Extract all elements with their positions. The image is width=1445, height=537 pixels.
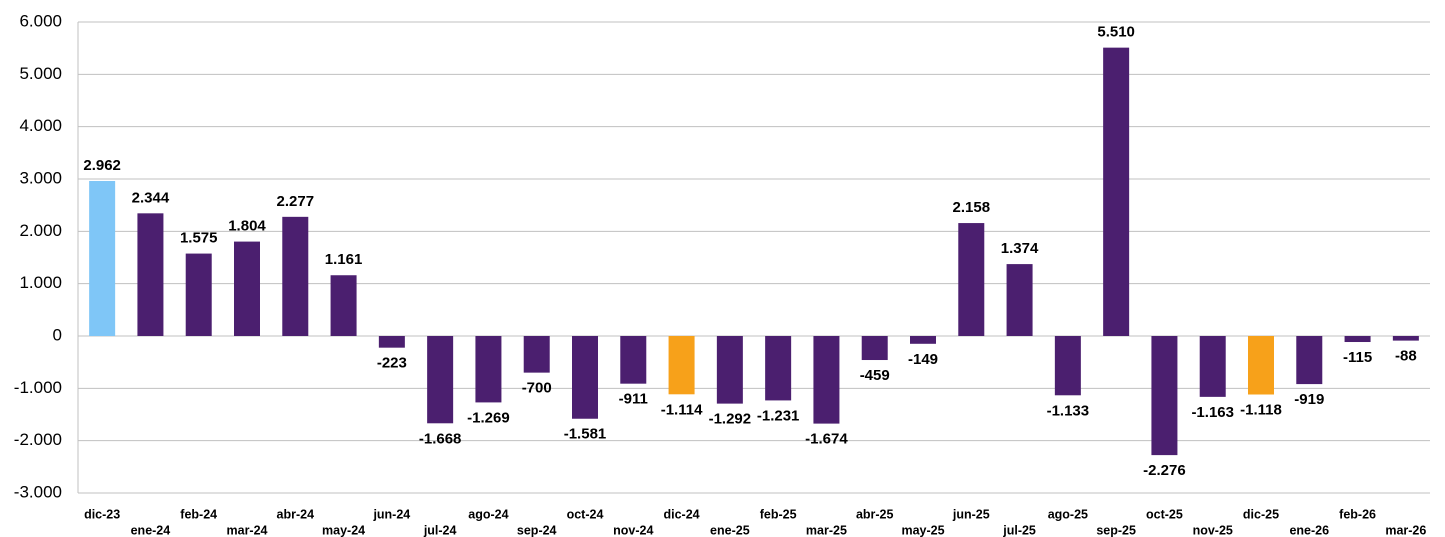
x-tick-label: oct-25: [1146, 507, 1183, 521]
x-tick-label: mar-24: [227, 523, 268, 537]
value-label: -1.674: [805, 431, 848, 448]
x-tick-label: abr-25: [856, 507, 894, 521]
bar: [475, 336, 502, 403]
y-tick-label: 5.000: [19, 64, 62, 83]
bar: [1006, 264, 1033, 336]
value-label: -88: [1395, 348, 1417, 365]
bar: [1344, 336, 1371, 343]
value-label: -919: [1294, 391, 1324, 408]
value-label: 1.575: [180, 230, 218, 247]
bar: [378, 336, 405, 348]
x-tick-label: mar-26: [1385, 523, 1426, 537]
x-tick-label: dic-25: [1243, 507, 1279, 521]
value-label: -1.114: [661, 401, 703, 418]
x-tick-label: abr-24: [277, 507, 315, 521]
x-tick-label: jul-25: [1002, 523, 1036, 537]
value-label: -115: [1343, 349, 1372, 366]
bar: [668, 336, 695, 395]
bar: [427, 336, 454, 424]
x-tick-label: jun-24: [372, 507, 410, 521]
bar: [137, 213, 164, 336]
x-tick-label: jun-25: [952, 507, 990, 521]
y-tick-label: 6.000: [19, 11, 62, 30]
y-tick-label: 2.000: [19, 221, 62, 240]
x-tick-label: mar-25: [806, 523, 847, 537]
bar: [1054, 336, 1081, 396]
value-label: 2.344: [132, 189, 170, 206]
value-label: -700: [522, 380, 552, 397]
bar: [330, 275, 357, 336]
y-tick-label: 4.000: [19, 116, 62, 135]
value-label: -1.118: [1240, 401, 1282, 418]
bar: [958, 223, 985, 336]
y-tick-label: -2.000: [14, 430, 62, 449]
value-label: 1.374: [1001, 240, 1039, 257]
bar: [1248, 336, 1274, 395]
x-tick-label: dic-23: [84, 507, 120, 521]
bar: [1103, 47, 1130, 336]
x-tick-label: feb-24: [180, 507, 217, 521]
x-tick-label: may-25: [901, 523, 944, 537]
value-label: -1.231: [757, 407, 800, 424]
x-tick-label: sep-24: [517, 523, 557, 537]
bar: [765, 336, 792, 401]
x-tick-label: jul-24: [423, 523, 457, 537]
value-label: -1.292: [709, 411, 752, 428]
value-label: -1.668: [419, 430, 462, 447]
x-tick-label: nov-24: [613, 523, 653, 537]
y-tick-label: 3.000: [19, 168, 62, 187]
bar: [185, 253, 212, 336]
x-tick-label: feb-25: [760, 507, 797, 521]
bar: [620, 336, 647, 384]
x-tick-label: ago-24: [468, 507, 508, 521]
bar: [716, 336, 743, 404]
value-label: -911: [619, 391, 648, 408]
y-tick-label: 0: [53, 325, 62, 344]
bar: [572, 336, 598, 419]
bar: [523, 336, 550, 373]
value-label: -1.133: [1047, 402, 1090, 419]
bar: [1296, 336, 1323, 385]
bar: [282, 216, 309, 336]
x-tick-label: nov-25: [1193, 523, 1233, 537]
value-label: -459: [860, 367, 890, 384]
bar: [861, 336, 888, 361]
bar: [1392, 336, 1419, 341]
value-label: -223: [377, 355, 407, 372]
value-label: -149: [908, 351, 938, 368]
y-tick-label: 1.000: [19, 273, 62, 292]
bar: [910, 336, 936, 344]
x-tick-label: ene-26: [1289, 523, 1329, 537]
x-tick-label: oct-24: [567, 507, 604, 521]
value-label: 2.277: [277, 193, 315, 210]
value-label: -1.269: [467, 409, 510, 426]
bar: [813, 336, 840, 424]
x-tick-label: dic-24: [664, 507, 700, 521]
bar: [234, 241, 260, 336]
bar: [1199, 336, 1226, 397]
value-label: 1.804: [228, 218, 266, 235]
x-tick-label: may-24: [322, 523, 365, 537]
value-label: -2.276: [1143, 462, 1186, 479]
x-tick-label: ago-25: [1048, 507, 1088, 521]
bar: [89, 180, 116, 336]
y-tick-label: -3.000: [14, 482, 62, 501]
x-tick-label: feb-26: [1339, 507, 1376, 521]
x-tick-label: ene-24: [131, 523, 171, 537]
y-tick-label: -1.000: [14, 378, 62, 397]
x-tick-label: ene-25: [710, 523, 750, 537]
value-label: 5.510: [1097, 24, 1135, 41]
value-label: 1.161: [325, 251, 363, 268]
value-label: -1.163: [1191, 404, 1234, 421]
value-label: 2.962: [83, 157, 121, 174]
value-label: -1.581: [564, 426, 607, 443]
value-label: 2.158: [953, 199, 991, 216]
x-tick-label: sep-25: [1096, 523, 1136, 537]
bar: [1151, 336, 1178, 456]
